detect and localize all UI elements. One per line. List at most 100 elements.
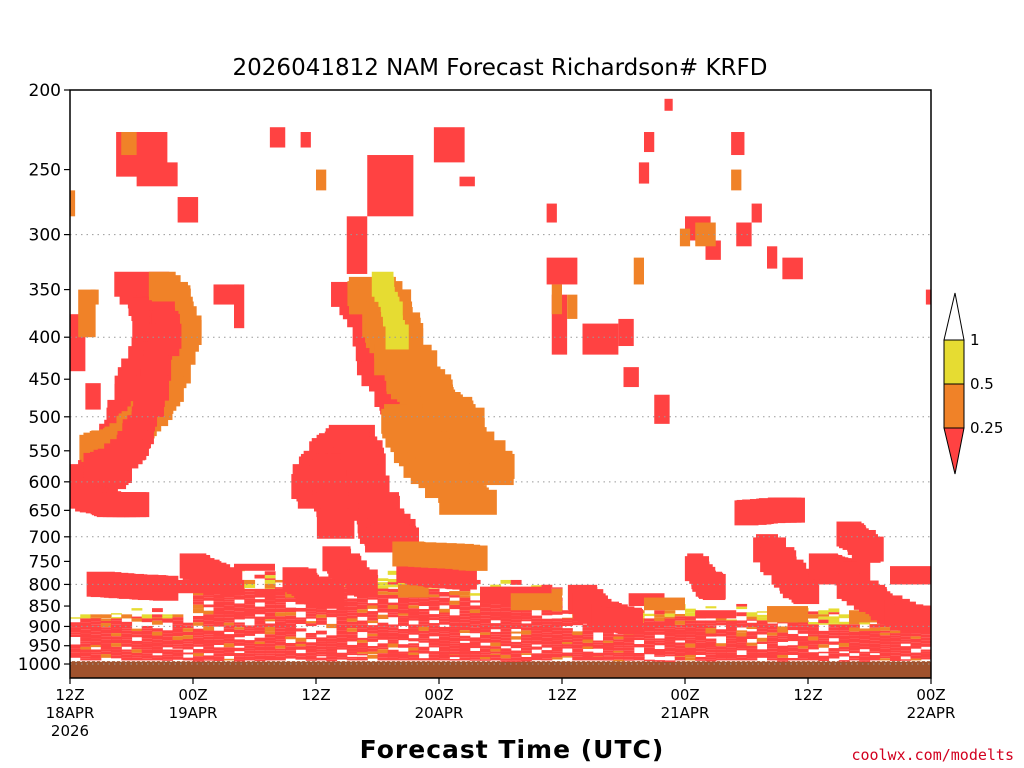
ri-cell: [121, 132, 137, 156]
ri-cell: [285, 607, 297, 613]
ri-cell: [654, 610, 666, 615]
ri-cell: [418, 617, 430, 622]
ri-cell: [828, 627, 840, 631]
ri-cell: [220, 570, 241, 596]
ri-cell: [644, 631, 655, 636]
ri-cell: [439, 618, 450, 622]
ri-cell: [582, 630, 594, 635]
ri-cell: [490, 604, 502, 609]
ri-cell: [387, 588, 399, 593]
ri-cell: [685, 623, 696, 628]
ri-cell: [439, 612, 450, 615]
ri-cell: [521, 616, 532, 620]
ri-cell: [346, 631, 358, 635]
ri-cell: [500, 651, 512, 655]
ri-cell: [623, 650, 635, 653]
ri-cell: [275, 595, 286, 599]
ri-cell: [254, 655, 266, 660]
ri-cell: [551, 587, 563, 589]
ri-cell: [695, 620, 707, 624]
ri-cell: [172, 620, 184, 625]
ri-cell: [541, 584, 553, 588]
ri-cell: [439, 597, 450, 603]
ri-cell: [500, 658, 512, 661]
x-tick-label: 19APR: [169, 704, 218, 722]
ri-cell: [654, 617, 666, 620]
ri-cell: [808, 640, 819, 645]
x-tick-label: 00Z: [424, 686, 453, 704]
ri-cell: [756, 624, 768, 629]
ri-cell: [920, 649, 931, 652]
ri-cell: [428, 623, 440, 626]
ri-cell: [449, 591, 461, 596]
ri-cell: [172, 640, 184, 645]
ri-cell: [808, 652, 819, 654]
ri-cell: [469, 620, 481, 625]
ri-cell: [408, 643, 420, 646]
ri-cell: [521, 619, 532, 622]
ri-cell: [367, 638, 379, 642]
ri-cell: [644, 638, 655, 641]
ri-cell: [900, 659, 912, 661]
ri-cell: [111, 617, 122, 619]
ri-cell: [879, 627, 891, 631]
ri-cell: [756, 652, 768, 655]
ri-cell: [377, 585, 389, 589]
ri-cell: [111, 620, 122, 625]
ri-cell: [480, 648, 491, 653]
ri-cell: [398, 633, 409, 639]
ri-cell: [828, 653, 840, 657]
ri-cell: [428, 600, 440, 605]
ri-cell: [223, 641, 235, 644]
ri-cell: [849, 642, 860, 646]
ri-cell: [808, 611, 819, 615]
ri-cell: [859, 622, 871, 625]
ri-cell: [254, 574, 266, 579]
ri-cell: [623, 642, 635, 646]
y-tick-label: 650: [29, 501, 61, 521]
ri-cell: [377, 598, 389, 603]
ri-cell: [223, 622, 235, 626]
ri-cell: [465, 545, 488, 571]
ri-cell: [275, 645, 286, 649]
ri-cell: [746, 645, 758, 649]
ri-cell: [695, 637, 707, 641]
ri-cell: [521, 609, 532, 613]
ri-cell: [449, 600, 461, 605]
y-tick-label: 800: [29, 575, 61, 595]
ri-cell: [193, 622, 204, 626]
ri-cell: [264, 659, 276, 661]
ri-cell: [357, 628, 368, 633]
ri-cell: [398, 628, 409, 632]
ri-cell: [797, 626, 809, 631]
y-tick-label: 700: [29, 528, 61, 548]
ri-cell: [346, 612, 358, 616]
credit-link[interactable]: coolwx.com/modelts: [851, 746, 1014, 764]
ri-cell: [326, 623, 338, 629]
ri-cell: [70, 648, 81, 650]
ri-cell: [685, 639, 696, 644]
ri-cell: [398, 603, 409, 607]
ri-cell: [285, 612, 297, 616]
ri-cell: [305, 621, 317, 624]
ri-cell: [818, 644, 830, 648]
ri-cell: [439, 616, 450, 619]
ri-cell: [531, 653, 543, 655]
ri-cell: [459, 626, 471, 631]
ri-cell: [510, 650, 522, 654]
ri-cell: [510, 615, 522, 620]
ri-cell: [254, 644, 266, 647]
ri-cell: [193, 595, 204, 600]
ri-cell: [193, 653, 204, 657]
ri-cell: [500, 660, 512, 662]
ri-cell: [346, 648, 358, 652]
ri-cell: [377, 602, 389, 605]
ri-cell: [613, 639, 625, 642]
ri-cell: [674, 620, 686, 625]
ri-cell: [838, 614, 850, 619]
ri-cell: [244, 604, 256, 609]
ri-cell: [797, 638, 809, 642]
ri-cell: [387, 630, 399, 633]
ri-cell: [377, 588, 389, 592]
